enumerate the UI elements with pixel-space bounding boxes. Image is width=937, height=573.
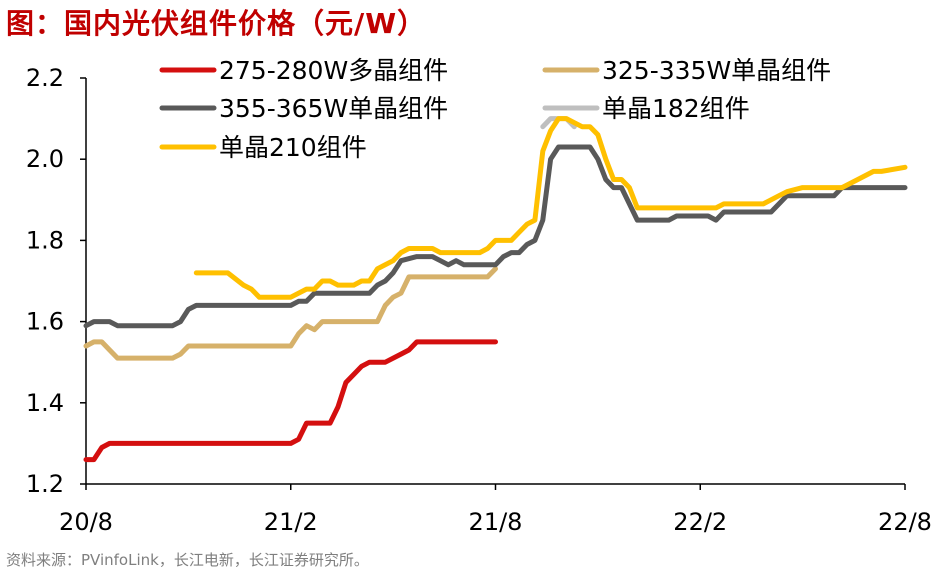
series-line-1 <box>83 339 498 463</box>
series-line-3 <box>83 144 908 329</box>
legend: 275-280W多晶组件 325-335W单晶组件 355-365W单晶组件 单晶18… <box>159 56 831 162</box>
source-note: 资料来源：PVinfoLink，长江电新，长江证券研究所。 <box>6 551 369 569</box>
x-tick-label: 21/2 <box>264 508 318 536</box>
x-tick-label: 21/8 <box>469 508 523 536</box>
legend-label: 单晶182组件 <box>602 94 750 123</box>
x-tick-label: 22/8 <box>878 508 932 536</box>
series-layer <box>83 116 908 463</box>
y-tick-label: 1.4 <box>26 389 64 417</box>
y-tick-label: 2.0 <box>26 145 64 173</box>
legend-label: 275-280W多晶组件 <box>219 56 448 85</box>
y-tick-label: 1.2 <box>26 470 64 498</box>
x-tick-label: 20/8 <box>59 508 113 536</box>
series-line-2 <box>83 266 498 361</box>
y-tick-label: 2.2 <box>26 64 64 92</box>
legend-label: 355-365W单晶组件 <box>219 94 448 123</box>
y-tick-label: 1.6 <box>26 308 64 336</box>
legend-label: 单晶210组件 <box>219 133 367 162</box>
x-tick-label: 22/2 <box>673 508 727 536</box>
chart-title: 图：国内光伏组件价格（元/W） <box>6 7 427 40</box>
axes: 2.2 2.0 1.8 1.6 1.4 1.2 20/8 21/2 21/8 22/2 22/8 <box>26 64 932 536</box>
legend-label: 325-335W单晶组件 <box>602 56 831 85</box>
series-line-5 <box>193 116 908 300</box>
y-tick-label: 1.8 <box>26 226 64 254</box>
